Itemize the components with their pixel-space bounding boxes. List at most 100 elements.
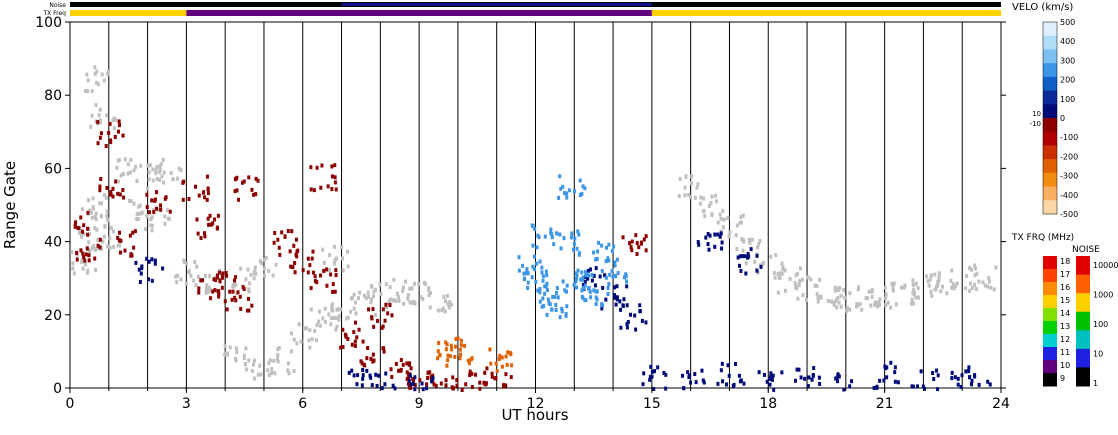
velocity-color-cell — [1043, 22, 1057, 37]
scatter-cell — [347, 370, 351, 375]
scatter-cell — [105, 113, 109, 118]
scatter-cell — [147, 259, 151, 264]
scatter-cell — [769, 371, 773, 376]
scatter-cell — [448, 354, 452, 359]
velocity-color-cell — [1043, 76, 1057, 92]
scatter-cell — [583, 283, 587, 288]
scatter-cell — [139, 163, 143, 168]
scatter-cell — [80, 229, 84, 234]
scatter-cell — [565, 304, 569, 309]
scatter-cell — [975, 271, 979, 276]
scatter-cell — [355, 335, 359, 340]
scatter-cell — [545, 281, 549, 286]
velocity-color-cell — [1043, 63, 1057, 78]
scatter-cell — [690, 180, 694, 185]
scatter-cell — [355, 382, 359, 387]
scatter-cell — [742, 381, 746, 386]
scatter-cell — [441, 306, 445, 311]
scatter-cell — [848, 307, 852, 312]
scatter-cell — [209, 296, 213, 301]
scatter-cell — [744, 261, 748, 266]
scatter-cell — [411, 381, 415, 386]
velocity-color-cell — [1043, 145, 1057, 160]
scatter-cell — [969, 382, 973, 387]
scatter-cell — [534, 279, 538, 284]
scatter-cell — [418, 378, 422, 383]
scatter-cell — [129, 157, 133, 162]
scatter-cell — [940, 284, 944, 289]
scatter-cell — [87, 240, 91, 245]
scatter-cell — [542, 303, 546, 308]
scatter-cell — [612, 244, 616, 249]
scatter-cell — [310, 256, 314, 261]
scatter-cell — [981, 280, 985, 285]
scatter-cell — [161, 180, 165, 185]
txfreq-tick-label: 10 — [1060, 361, 1070, 370]
scatter-cell — [807, 375, 811, 380]
scatter-cell — [759, 264, 763, 269]
scatter-cell — [341, 327, 345, 332]
scatter-cell — [728, 230, 732, 235]
scatter-cell — [839, 293, 843, 298]
ground-scatter — [70, 65, 998, 381]
scatter-cell — [404, 279, 408, 284]
scatter-cell — [952, 286, 956, 291]
scatter-cell — [848, 291, 852, 296]
scatter-cell — [272, 240, 276, 245]
scatter-cell — [629, 245, 633, 250]
scatter-cell — [161, 266, 165, 271]
scatter-cell — [77, 230, 81, 235]
scatter-cell — [625, 322, 629, 327]
scatter-cell — [247, 289, 251, 294]
scatter-cell — [536, 288, 540, 293]
noise-color-cell — [1076, 293, 1090, 313]
scatter-cell — [526, 271, 530, 276]
scatter-cell — [624, 272, 628, 277]
scatter-cell — [317, 309, 321, 314]
scatter-cell — [382, 349, 386, 354]
scatter-cell — [642, 237, 646, 242]
scatter-cell — [533, 227, 537, 232]
scatter-cell — [86, 226, 90, 231]
scatter-cell — [836, 374, 840, 379]
scatter-cell — [163, 196, 167, 201]
scatter-cell — [580, 191, 584, 196]
scatter-cell — [427, 293, 431, 298]
scatter-cell — [197, 193, 201, 198]
scatter-cell — [99, 201, 103, 206]
scatter-cell — [818, 277, 822, 282]
scatter-cell — [848, 384, 852, 389]
scatter-cell — [635, 252, 639, 257]
scatter-cell — [90, 113, 94, 118]
scatter-cell — [337, 313, 341, 318]
scatter-cell — [936, 387, 940, 392]
scatter-cell — [597, 240, 601, 245]
scatter-cell — [778, 271, 782, 276]
scatter-cell — [768, 382, 772, 387]
scatter-cell — [989, 285, 993, 290]
scatter-cell — [280, 230, 284, 235]
scatter-cell — [427, 287, 431, 292]
scatter-cell — [80, 207, 84, 212]
scatter-cell — [114, 117, 118, 122]
scatter-cell — [73, 224, 77, 229]
scatter-cell — [447, 302, 451, 307]
scatter-cell — [445, 342, 449, 347]
scatter-cell — [530, 223, 534, 228]
scatter-cell — [576, 229, 580, 234]
scatter-cell — [361, 373, 365, 378]
scatter-cell — [92, 244, 96, 249]
scatter-cell — [98, 120, 102, 125]
scatter-cell — [664, 372, 668, 377]
scatter-cell — [637, 245, 641, 250]
scatter-cell — [544, 269, 548, 274]
scatter-cell — [146, 163, 150, 168]
txfreq-color-cell — [1043, 321, 1057, 335]
scatter-cell — [835, 305, 839, 310]
scatter-cell — [263, 273, 267, 278]
scatter-cell — [371, 294, 375, 299]
scatter-cell — [929, 273, 933, 278]
scatter-cell — [354, 300, 358, 305]
scatter-cell — [965, 274, 969, 279]
scatter-cell — [250, 187, 254, 192]
